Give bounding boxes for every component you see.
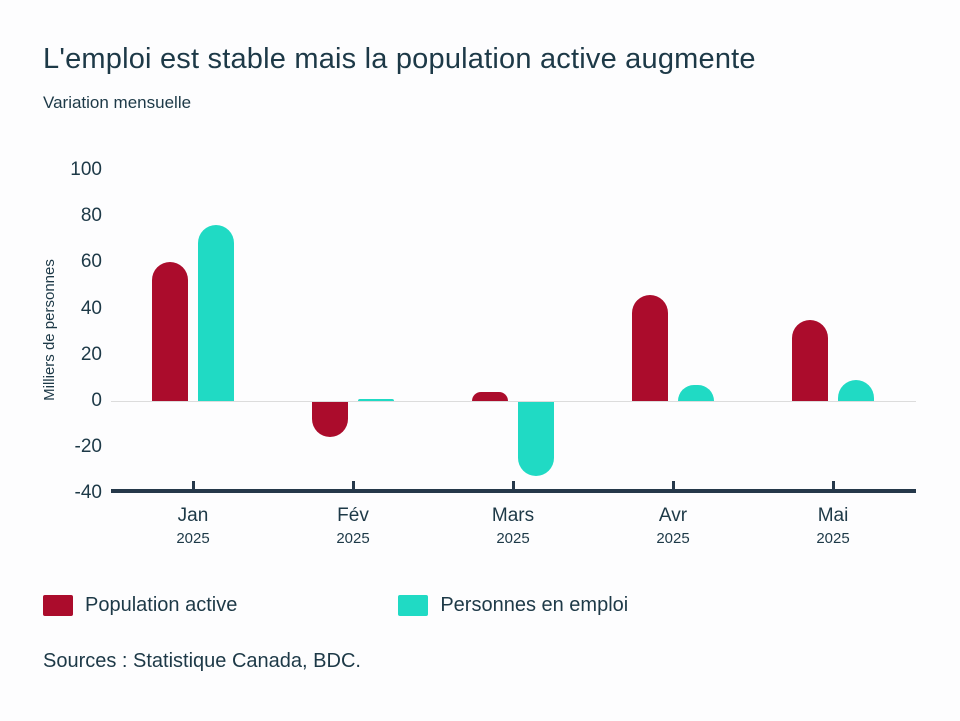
legend-item-personnes-en-emploi: Personnes en emploi: [398, 594, 628, 617]
legend-label-population-active: Population active: [85, 593, 238, 616]
x-axis-line: [111, 489, 916, 493]
y-tick-label-60: 60: [80, 251, 102, 273]
x-label-year: 2025: [656, 530, 690, 547]
x-axis-label-mars: Mars 2025: [443, 505, 583, 548]
y-tick-label-100: 100: [70, 159, 102, 180]
x-label-month: Jan: [177, 505, 209, 526]
y-tick-label--40: -40: [74, 482, 102, 504]
x-label-month: Mars: [491, 505, 535, 526]
bar-personnes-en-emploi-avr-2025: [678, 385, 714, 401]
legend-item-population-active: Population active: [43, 594, 237, 617]
x-axis-label-jan: Jan 2025: [123, 505, 263, 548]
chart-title: L'emploi est stable mais la population a…: [43, 43, 756, 75]
bar-personnes-en-emploi-mai-2025: [838, 380, 874, 401]
source-note: Sources : Statistique Canada, BDC.: [43, 650, 361, 672]
y-tick-label-20: 20: [80, 343, 102, 365]
x-label-year: 2025: [176, 530, 210, 547]
x-label-month: Avr: [658, 505, 688, 526]
x-tick-mark-jan: [192, 481, 195, 489]
zero-gridline: [111, 401, 916, 402]
x-axis-label-mai: Mai 2025: [763, 505, 903, 548]
x-axis-label-fév: Fév 2025: [283, 505, 423, 548]
bar-population-active-avr-2025: [632, 295, 668, 401]
bar-population-active-mars-2025: [472, 392, 508, 401]
x-label-month: Fév: [337, 505, 369, 526]
x-axis-label-avr: Avr 2025: [603, 505, 743, 548]
chart-subtitle: Variation mensuelle: [43, 93, 192, 112]
x-tick-mark-fév: [352, 481, 355, 489]
x-tick-mark-avr: [672, 481, 675, 489]
x-tick-mark-mars: [512, 481, 515, 489]
x-label-year: 2025: [336, 530, 370, 547]
bar-population-active-jan-2025: [152, 262, 188, 401]
bar-personnes-en-emploi-jan-2025: [198, 225, 234, 401]
y-tick-label--20: -20: [74, 436, 102, 458]
legend-swatch-personnes-en-emploi: [398, 594, 429, 616]
x-tick-mark-mai: [832, 481, 835, 489]
y-tick-label-80: 80: [80, 205, 102, 227]
bar-population-active-mai-2025: [792, 320, 828, 401]
legend-swatch-population-active: [43, 594, 73, 616]
x-label-year: 2025: [816, 530, 850, 547]
bar-personnes-en-emploi-mars-2025: [518, 402, 554, 476]
y-tick-label-0: 0: [91, 390, 102, 411]
legend: Population active Personnes en emploi: [43, 592, 628, 618]
bar-population-active-fév-2025: [312, 402, 348, 437]
legend-label-personnes-en-emploi: Personnes en emploi: [440, 593, 629, 616]
bar-personnes-en-emploi-fév-2025: [358, 399, 394, 401]
x-label-year: 2025: [496, 530, 530, 547]
x-label-month: Mai: [817, 505, 849, 526]
y-tick-label-40: 40: [80, 297, 102, 319]
